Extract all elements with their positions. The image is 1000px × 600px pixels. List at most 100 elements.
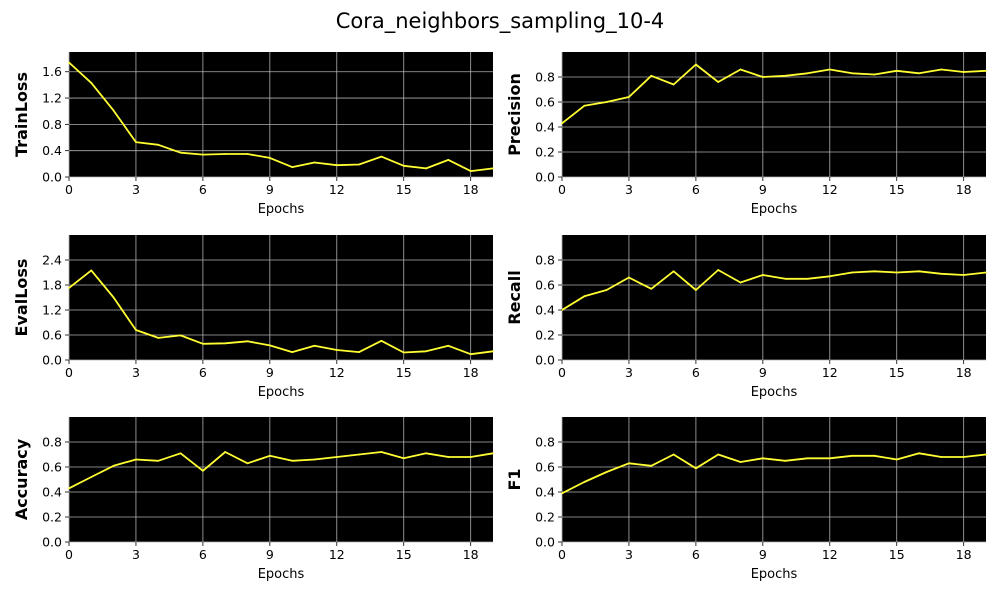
data-point: [313, 458, 316, 461]
y-tick-label: 0.4: [535, 485, 555, 500]
x-tick-label: 18: [956, 182, 972, 197]
subplot-evalloss: 0 3 6 9 12 15 18 0.0 0.6 1.2 1.8 2.4 Epochs EvalLoss: [12, 235, 494, 400]
x-tick-label: 18: [463, 182, 479, 197]
y-tick-label: 0.4: [42, 143, 62, 158]
y-tick-label: 0.0: [535, 353, 555, 368]
data-point: [985, 69, 987, 72]
data-point: [851, 271, 854, 274]
data-point: [761, 457, 764, 460]
x-axis-label: Epochs: [258, 202, 305, 217]
x-tick-label: 12: [822, 547, 838, 562]
data-point: [628, 96, 630, 98]
data-point: [68, 287, 70, 289]
data-point: [806, 72, 809, 75]
data-point: [583, 104, 586, 107]
y-axis-label: Recall: [505, 270, 524, 324]
data-point: [605, 289, 608, 291]
data-point: [672, 270, 675, 273]
x-tick-label: 18: [956, 547, 972, 562]
y-tick-label: 0.4: [535, 120, 555, 135]
x-tick-label: 15: [889, 365, 905, 380]
data-point: [157, 337, 160, 339]
plot-area: [562, 235, 986, 360]
x-tick-label: 6: [692, 365, 700, 380]
y-tick-label: 0.6: [535, 460, 555, 475]
x-tick-label: 0: [65, 365, 73, 380]
data-point: [851, 72, 854, 75]
x-axis-label: Epochs: [258, 567, 305, 582]
y-tick-label: 2.4: [42, 253, 62, 268]
x-tick-label: 9: [759, 365, 767, 380]
data-point: [605, 471, 608, 473]
x-tick-label: 12: [329, 182, 345, 197]
data-point: [492, 350, 494, 353]
data-point: [985, 453, 987, 456]
x-tick-label: 18: [463, 547, 479, 562]
data-point: [761, 76, 764, 78]
data-point: [561, 122, 563, 125]
data-point: [358, 163, 361, 166]
data-point: [135, 458, 137, 461]
data-point: [940, 456, 943, 458]
data-point: [179, 452, 182, 455]
data-point: [561, 492, 563, 495]
data-point: [68, 61, 70, 64]
x-tick-label: 15: [396, 547, 412, 562]
y-tick-label: 0.0: [535, 170, 555, 185]
data-point: [425, 350, 427, 353]
data-point: [694, 289, 697, 291]
data-point: [672, 453, 675, 456]
data-point: [650, 464, 653, 467]
data-point: [717, 81, 720, 83]
x-tick-label: 6: [692, 182, 700, 197]
series-line-f1: [561, 452, 987, 495]
data-point: [873, 454, 876, 457]
data-point: [469, 170, 472, 172]
y-tick-label: 0.6: [42, 460, 62, 475]
y-tick-label: 1.2: [42, 91, 62, 106]
y-axis-label: EvalLoss: [12, 259, 31, 337]
x-tick-label: 3: [625, 182, 633, 197]
y-tick-label: 0.8: [535, 435, 555, 450]
x-tick-label: 0: [558, 365, 566, 380]
x-tick-label: 18: [956, 365, 972, 380]
data-point: [940, 272, 943, 275]
y-tick-label: 0.6: [42, 328, 62, 343]
subplot-accuracy: 0 3 6 9 12 15 18 0.0 0.2 0.4 0.6 0.8 Epochs Accuracy: [12, 417, 494, 582]
plot-area: [69, 235, 493, 360]
plot-area: [562, 417, 986, 542]
data-point: [784, 277, 787, 280]
data-point: [224, 153, 227, 155]
data-point: [425, 167, 427, 170]
y-axis-label: F1: [505, 468, 524, 490]
data-point: [224, 451, 227, 453]
data-point: [157, 143, 160, 146]
data-point: [784, 459, 787, 462]
x-tick-label: 15: [889, 547, 905, 562]
y-axis-label: Accuracy: [12, 438, 31, 520]
x-tick-label: 9: [759, 182, 767, 197]
x-tick-label: 0: [558, 547, 566, 562]
subplot-grid: 0 3 6 9 12 15 18 0.0 0.4 0.8 1.2 1.6 Epochs TrainLoss…: [12, 52, 987, 582]
data-point: [694, 63, 697, 66]
data-point: [447, 344, 450, 347]
y-tick-label: 0.8: [42, 435, 62, 450]
data-point: [628, 276, 630, 279]
data-point: [873, 73, 876, 76]
data-point: [291, 166, 294, 169]
data-point: [335, 349, 338, 351]
data-point: [828, 275, 831, 278]
data-point: [940, 68, 943, 71]
x-tick-label: 12: [329, 547, 345, 562]
y-tick-label: 0.2: [535, 328, 555, 343]
data-point: [291, 351, 294, 353]
y-tick-label: 1.8: [42, 278, 62, 293]
x-tick-label: 9: [266, 365, 274, 380]
x-axis-label: Epochs: [258, 385, 305, 400]
x-tick-label: 3: [132, 365, 140, 380]
y-tick-label: 0.6: [535, 278, 555, 293]
data-point: [335, 456, 338, 458]
data-point: [650, 287, 653, 290]
series-line-recall: [561, 269, 987, 311]
data-point: [90, 476, 93, 478]
